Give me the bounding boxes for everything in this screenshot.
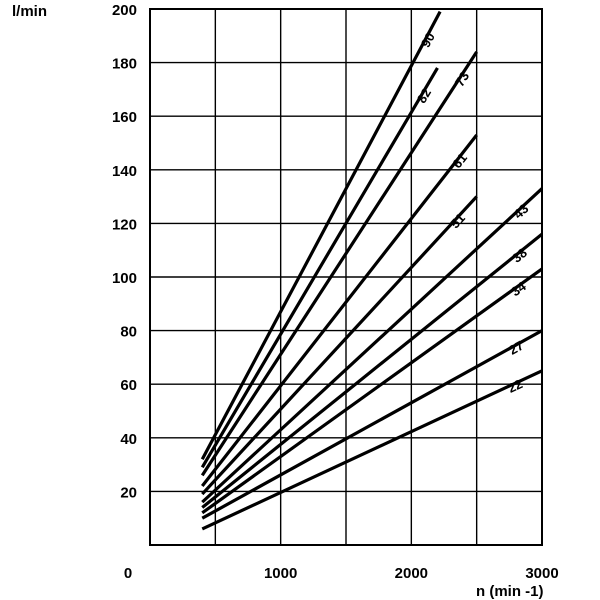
y-tick-label-80: 80 xyxy=(120,324,137,341)
series-label-51: 51 xyxy=(447,210,468,231)
x-tick-label-2000: 2000 xyxy=(395,565,428,582)
y-tick-label-100: 100 xyxy=(112,270,137,287)
x-tick-label-1000: 1000 xyxy=(264,565,297,582)
y-axis-title: l/min xyxy=(12,3,47,20)
y-tick-label-180: 180 xyxy=(112,56,137,73)
series-line-22 xyxy=(201,369,543,531)
series-line-61 xyxy=(201,133,478,488)
x-axis-title: n (min -1) xyxy=(476,583,544,600)
series-label-27: 27 xyxy=(506,338,526,358)
series-line-27 xyxy=(201,329,543,520)
y-tick-label-20: 20 xyxy=(120,484,137,501)
series-line-82 xyxy=(200,67,439,469)
y-tick-label-160: 160 xyxy=(112,109,137,126)
series-line-51 xyxy=(201,195,478,496)
series-label-73: 73 xyxy=(452,69,472,89)
x-tick-label-3000: 3000 xyxy=(525,565,558,582)
series-label-22: 22 xyxy=(505,376,524,396)
y-tick-label-40: 40 xyxy=(120,431,137,448)
series-line-43 xyxy=(201,187,544,504)
series-label-82: 82 xyxy=(414,86,434,106)
series-line-90 xyxy=(200,10,442,460)
y-tick-label-60: 60 xyxy=(120,377,137,394)
series-label-90: 90 xyxy=(418,30,438,50)
series-line-38 xyxy=(201,232,544,509)
x-tick-label-0: 0 xyxy=(124,565,132,582)
y-tick-label-120: 120 xyxy=(112,216,137,233)
y-tick-label-140: 140 xyxy=(112,163,137,180)
series-line-73 xyxy=(200,51,479,477)
series-label-43: 43 xyxy=(511,201,532,222)
y-tick-label-200: 200 xyxy=(112,2,137,19)
plot-frame xyxy=(149,8,543,546)
series-line-34 xyxy=(201,267,543,515)
